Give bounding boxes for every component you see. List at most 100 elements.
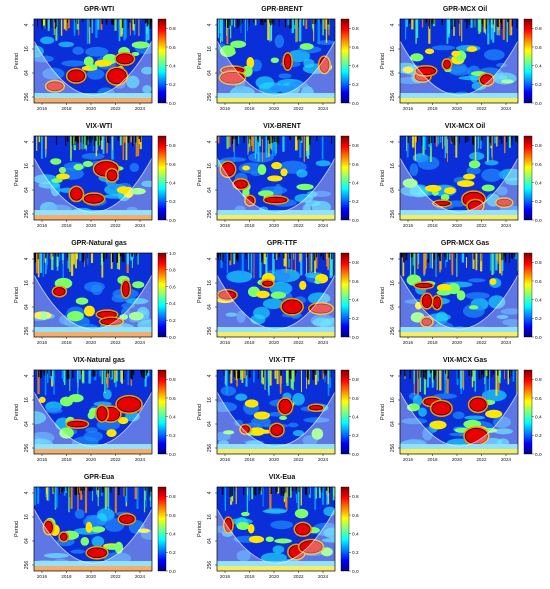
colorbar bbox=[523, 18, 533, 104]
colorbar-tick-label: 0.8 bbox=[169, 26, 176, 32]
colorbar bbox=[523, 135, 533, 221]
x-tick-label: 2018 bbox=[244, 106, 255, 111]
x-tick-label: 2016 bbox=[37, 574, 48, 579]
x-tick-label: 2016 bbox=[403, 340, 414, 345]
x-tick-label: 2016 bbox=[37, 223, 48, 228]
y-axis-label: Period bbox=[380, 287, 386, 303]
x-tick-label: 2020 bbox=[452, 340, 463, 345]
y-tick-label: 64 bbox=[390, 304, 396, 310]
colorbar-tick-label: 0.0 bbox=[535, 218, 542, 224]
panel-vix-brent: VIX-BRENT Period 4 16 64 256 2016 2018 2020 2022 2… bbox=[195, 119, 375, 235]
y-tick-label: 16 bbox=[207, 163, 213, 169]
x-tick-label: 2020 bbox=[86, 574, 97, 579]
wavelet-plot: Period 4 16 64 256 2016 2018 2020 2022 2024 0.0 0.2… bbox=[197, 18, 359, 111]
wavelet-plot: Period 4 16 64 256 2016 2018 2020 2022 2024 0.0 0.2… bbox=[380, 252, 542, 345]
x-tick-label: 2016 bbox=[220, 457, 231, 462]
colorbar bbox=[523, 369, 533, 455]
y-tick-label: 16 bbox=[390, 163, 396, 169]
panel-title: VIX-Eua bbox=[268, 474, 296, 481]
colorbar-tick-label: 0.8 bbox=[169, 377, 176, 383]
panel-title: VIX-MCX Oil bbox=[444, 123, 486, 130]
y-axis-label: Period bbox=[380, 404, 386, 420]
colorbar-tick-label: 0.4 bbox=[169, 301, 176, 307]
colorbar-tick-label: 0.2 bbox=[352, 550, 359, 556]
colorbar-tick-label: 0.0 bbox=[169, 101, 176, 107]
plot-frame bbox=[33, 369, 153, 455]
x-tick-label: 2024 bbox=[318, 457, 329, 462]
y-tick-label: 256 bbox=[24, 561, 30, 570]
y-tick-label: 64 bbox=[24, 187, 30, 193]
x-tick-label: 2018 bbox=[244, 340, 255, 345]
colorbar-tick-label: 0.8 bbox=[535, 143, 542, 149]
x-tick-label: 2022 bbox=[476, 223, 487, 228]
wavelet-plot: Period 4 16 64 256 2016 2018 2020 2022 2024 0.0 0.2… bbox=[14, 369, 176, 462]
colorbar-tick-label: 0.6 bbox=[169, 396, 176, 402]
y-tick-label: 256 bbox=[24, 444, 30, 453]
y-tick-label: 256 bbox=[390, 444, 396, 453]
panel-gpr-mcx-oil: GPR-MCX Oil Period 4 16 64 256 2016 2018 2020 202… bbox=[378, 2, 550, 118]
x-tick-label: 2020 bbox=[86, 223, 97, 228]
colorbar-tick-label: 0.2 bbox=[535, 82, 542, 88]
coherence-field bbox=[217, 370, 335, 454]
panel-vix-wti: VIX-WTI Period 4 16 64 256 2016 2018 2020 2022 202… bbox=[12, 119, 192, 235]
colorbar-tick-label: 0.4 bbox=[535, 414, 542, 420]
colorbar bbox=[340, 369, 350, 455]
colorbar-tick-label: 0.0 bbox=[352, 218, 359, 224]
colorbar-tick-label: 0.4 bbox=[352, 414, 359, 420]
y-tick-label: 64 bbox=[207, 304, 213, 310]
x-tick-label: 2018 bbox=[427, 457, 438, 462]
y-tick-label: 256 bbox=[24, 327, 30, 336]
panel-vix-natural-gas: VIX-Natural gas Period 4 16 64 256 2016 2018 202… bbox=[12, 353, 192, 469]
coherence-field bbox=[34, 487, 152, 571]
x-tick-label: 2024 bbox=[501, 106, 512, 111]
y-tick-label: 256 bbox=[390, 93, 396, 102]
x-tick-label: 2024 bbox=[501, 223, 512, 228]
coherence-field bbox=[400, 370, 518, 454]
y-axis-label: Period bbox=[14, 170, 20, 186]
y-axis-label: Period bbox=[197, 170, 203, 186]
plot-frame bbox=[216, 135, 336, 221]
x-tick-label: 2018 bbox=[61, 106, 72, 111]
y-tick-label: 16 bbox=[24, 514, 30, 520]
panel-title: VIX-Natural gas bbox=[73, 357, 125, 364]
y-tick-label: 256 bbox=[390, 327, 396, 336]
plot-frame bbox=[216, 369, 336, 455]
x-tick-label: 2022 bbox=[293, 574, 304, 579]
coherence-field bbox=[34, 370, 152, 454]
panel-title: GPR-WTI bbox=[83, 6, 115, 13]
colorbar-tick-label: 0.4 bbox=[535, 180, 542, 186]
colorbar-tick-label: 0.2 bbox=[352, 316, 359, 322]
colorbar bbox=[157, 369, 167, 455]
y-tick-label: 64 bbox=[207, 187, 213, 193]
y-tick-label: 4 bbox=[207, 140, 213, 143]
y-tick-label: 16 bbox=[390, 280, 396, 286]
wavelet-plot: Period 4 16 64 256 2016 2018 2020 2022 2024 0.0 0.2… bbox=[197, 135, 359, 228]
wavelet-plot: Period 4 16 64 256 2016 2018 2020 2022 2024 0.0 0.2… bbox=[14, 486, 176, 579]
panel-title: GPR-MCX Oil bbox=[442, 6, 488, 13]
x-tick-label: 2016 bbox=[403, 106, 414, 111]
y-tick-label: 4 bbox=[207, 23, 213, 26]
colorbar-tick-label: 0.6 bbox=[352, 162, 359, 168]
y-tick-label: 16 bbox=[24, 163, 30, 169]
wavelet-plot: Period 4 16 64 256 2016 2018 2020 2022 2024 0.0 0.2… bbox=[380, 135, 542, 228]
colorbar-tick-label: 0.8 bbox=[352, 260, 359, 266]
x-tick-label: 2024 bbox=[135, 223, 146, 228]
colorbar-tick-label: 0.4 bbox=[352, 531, 359, 537]
colorbar-tick-label: 0.0 bbox=[352, 335, 359, 341]
plot-frame bbox=[33, 135, 153, 221]
y-tick-label: 16 bbox=[24, 46, 30, 52]
colorbar-tick-label: 0.4 bbox=[169, 414, 176, 420]
panel-title: VIX-BRENT bbox=[263, 123, 301, 130]
x-tick-label: 2018 bbox=[61, 457, 72, 462]
colorbar bbox=[523, 252, 533, 338]
x-tick-label: 2020 bbox=[452, 223, 463, 228]
y-tick-label: 4 bbox=[207, 257, 213, 260]
colorbar-tick-label: 0.6 bbox=[352, 396, 359, 402]
y-tick-label: 64 bbox=[24, 304, 30, 310]
colorbar-tick-label: 0.4 bbox=[169, 531, 176, 537]
colorbar-tick-label: 0.8 bbox=[352, 377, 359, 383]
x-tick-label: 2018 bbox=[61, 223, 72, 228]
y-tick-label: 256 bbox=[207, 93, 213, 102]
colorbar-tick-label: 0.4 bbox=[169, 180, 176, 186]
colorbar-tick-label: 0.6 bbox=[169, 162, 176, 168]
